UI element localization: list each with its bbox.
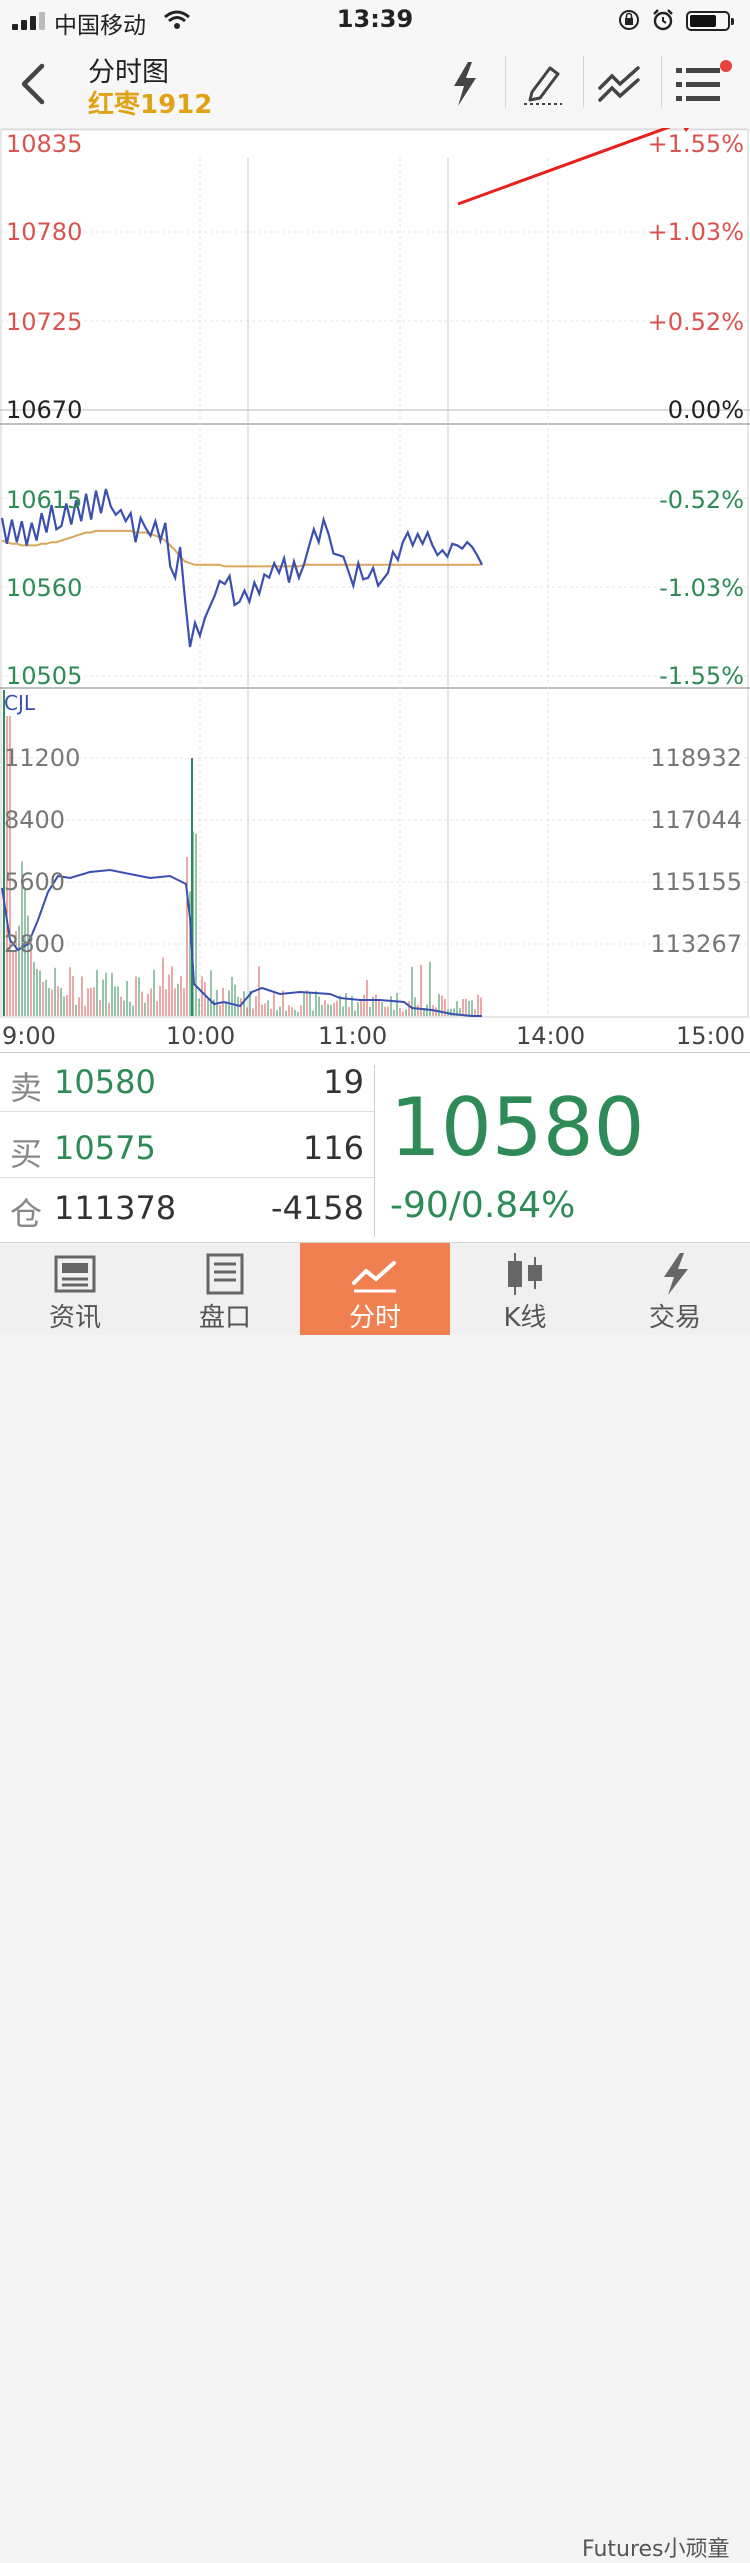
- nav-divider: [583, 56, 584, 108]
- tab-timeshare[interactable]: 分时: [300, 1243, 450, 1335]
- back-button[interactable]: [14, 62, 54, 106]
- volume-axis-label: 11200: [4, 744, 80, 772]
- carrier-name: 中国移动: [54, 13, 146, 39]
- price-axis-label: 10835: [6, 130, 82, 158]
- price-axis-label: 10505: [6, 662, 82, 690]
- status-bar: 中国移动 13:39: [0, 0, 750, 40]
- price-axis-label: 10615: [6, 486, 82, 514]
- open-interest-change: -4158: [271, 1189, 364, 1227]
- buy-price: 10575: [54, 1129, 156, 1167]
- lightning-icon: [664, 1253, 688, 1295]
- orderbook-icon: [206, 1253, 244, 1295]
- tab-bar: 资讯 盘口 分时 K线 交易 Futures小顽童: [0, 1242, 750, 2562]
- open-interest-axis-label: 118932: [650, 744, 742, 772]
- annotation-arrow: [457, 128, 671, 206]
- volume-bars: [3, 690, 482, 1016]
- timeshare-icon: [352, 1261, 396, 1293]
- open-interest-label: 仓: [10, 1195, 43, 1233]
- open-interest-axis-label: 113267: [650, 930, 742, 958]
- volume-axis-label: 8400: [4, 806, 65, 834]
- draw-tool-button[interactable]: [510, 54, 574, 114]
- volume-axis-label: 5600: [4, 868, 65, 896]
- sell-label: 卖: [10, 1069, 43, 1107]
- price-axis-label: 10780: [6, 218, 82, 246]
- tab-label: 交易: [648, 1303, 701, 1333]
- open-interest-axis-label: 115155: [650, 868, 742, 896]
- open-interest-row: 仓 111378 -4158: [0, 1179, 374, 1237]
- tab-label: 分时: [348, 1303, 401, 1333]
- percent-axis-label: -1.03%: [659, 574, 744, 602]
- volume-indicator-label: CJL: [4, 691, 36, 715]
- percent-axis-label: +1.03%: [648, 218, 744, 246]
- nav-divider: [505, 56, 506, 108]
- cellular-signal-icon: [12, 12, 46, 30]
- time-axis-label: 9:00: [2, 1022, 56, 1050]
- last-price: 10580: [390, 1081, 645, 1174]
- volume-axis-label: 2800: [4, 930, 65, 958]
- sell-volume: 19: [323, 1063, 364, 1101]
- axis-labels: 10835 10780 10725 10670 10615 10560 10505 +1.55…: [2, 130, 745, 1050]
- news-icon: [54, 1255, 96, 1293]
- tab-label: K线: [503, 1303, 547, 1333]
- price-axis-label: 10670: [6, 396, 82, 424]
- price-change: -90/0.84%: [390, 1185, 576, 1226]
- contract-symbol: 红枣1912: [88, 90, 213, 120]
- percent-axis-label: 0.00%: [668, 396, 744, 424]
- open-interest-line: [1, 868, 482, 1017]
- price-axis-label: 10725: [6, 308, 82, 336]
- tab-label: 盘口: [198, 1303, 251, 1333]
- sell-price: 10580: [54, 1063, 156, 1101]
- watermark: Futures小顽童: [582, 2537, 730, 2562]
- chart-frame: [0, 128, 749, 1018]
- page-title: 分时图: [88, 57, 169, 88]
- tab-trade[interactable]: 交易: [600, 1243, 750, 1335]
- tab-orderbook[interactable]: 盘口: [150, 1243, 300, 1335]
- percent-axis-label: -0.52%: [659, 486, 744, 514]
- price-line: [0, 488, 483, 648]
- open-interest-value: 111378: [54, 1189, 177, 1227]
- wifi-icon: [164, 10, 190, 29]
- buy-volume: 116: [302, 1129, 364, 1167]
- indicator-button[interactable]: [588, 54, 652, 114]
- time-axis-label: 10:00: [166, 1022, 235, 1050]
- clock: 13:39: [336, 5, 414, 33]
- percent-axis-label: -1.55%: [659, 662, 744, 690]
- alarm-icon: [653, 9, 673, 31]
- lightning-button[interactable]: [432, 54, 496, 114]
- quote-divider: [374, 1065, 375, 1237]
- time-axis-label: 14:00: [516, 1022, 585, 1050]
- time-axis-label: 11:00: [318, 1022, 387, 1050]
- tab-kline[interactable]: K线: [450, 1243, 600, 1335]
- annotation-arrow-head: [683, 128, 690, 132]
- open-interest-axis-label: 117044: [650, 806, 742, 834]
- buy-row[interactable]: 买 10575 116: [0, 1119, 374, 1178]
- percent-axis-label: +1.55%: [648, 130, 744, 158]
- chart-grid: [0, 128, 750, 1018]
- average-price-line: [1, 529, 482, 568]
- nav-bar: 分时图 红枣1912: [0, 40, 750, 129]
- sell-row[interactable]: 卖 10580 19: [0, 1053, 374, 1112]
- buy-label: 买: [10, 1135, 43, 1173]
- percent-axis-label: +0.52%: [648, 308, 744, 336]
- price-axis-label: 10560: [6, 574, 82, 602]
- notification-dot: [720, 60, 732, 72]
- rotation-lock-icon: [619, 10, 639, 30]
- kline-icon: [508, 1253, 542, 1295]
- battery-icon: [686, 11, 734, 31]
- tab-label: 资讯: [48, 1303, 101, 1333]
- time-axis-label: 15:00: [676, 1022, 745, 1050]
- menu-button[interactable]: [666, 54, 730, 114]
- quote-panel: 卖 10580 19 买 10575 116 仓 111378 -4158 10…: [0, 1052, 750, 1243]
- tab-news[interactable]: 资讯: [0, 1243, 150, 1335]
- timeshare-chart[interactable]: 10835 10780 10725 10670 10615 10560 10505 +1.55…: [0, 128, 750, 1052]
- nav-divider: [661, 56, 662, 108]
